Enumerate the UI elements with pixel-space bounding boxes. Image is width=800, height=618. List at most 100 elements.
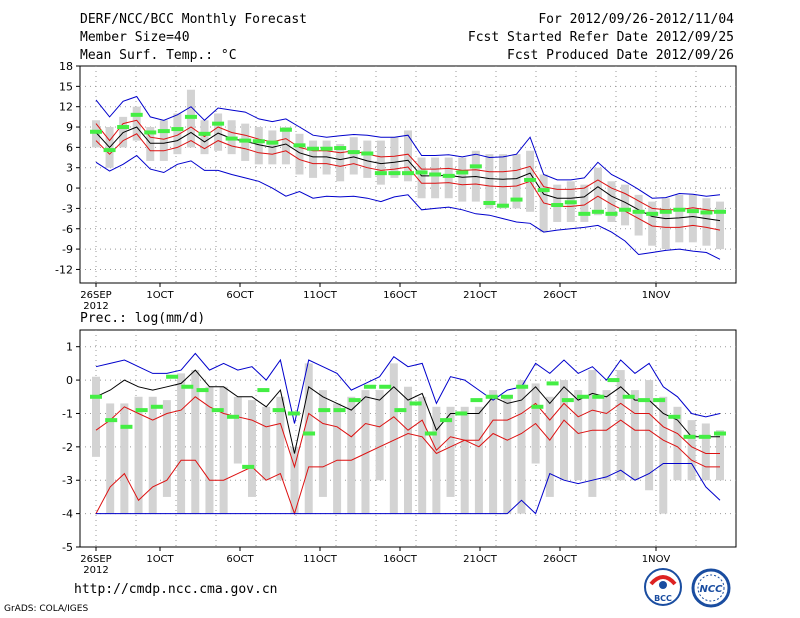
prec-observation-mark bbox=[226, 414, 239, 419]
temp-ensemble-box bbox=[322, 140, 331, 175]
prec-observation-mark bbox=[303, 431, 316, 436]
temp-ensemble-box bbox=[634, 194, 643, 236]
bcc-logo-text: BCC bbox=[654, 594, 672, 603]
prec-ensemble-box bbox=[318, 390, 327, 497]
prec-ensemble-box bbox=[560, 380, 568, 481]
prec-ensemble-box bbox=[574, 390, 583, 481]
temp-observation-mark bbox=[279, 127, 292, 132]
prec-observation-mark bbox=[531, 404, 544, 409]
prec-observation-mark bbox=[120, 424, 133, 429]
prec-ytick-label: -3 bbox=[62, 474, 73, 487]
prec-ensemble-box bbox=[233, 396, 242, 464]
prec-ytick-label: -1 bbox=[62, 407, 73, 420]
footer-url[interactable]: http://cmdp.ncc.cma.gov.cn bbox=[74, 582, 278, 597]
prec-observation-mark bbox=[546, 381, 559, 386]
temp-observation-mark bbox=[184, 114, 197, 119]
prec-ensemble-box bbox=[659, 396, 668, 514]
prec-observation-mark bbox=[607, 378, 620, 383]
prec-ensemble-box bbox=[276, 396, 285, 481]
prec-ensemble-box bbox=[701, 423, 710, 481]
temp-ensemble-box bbox=[146, 127, 155, 161]
prec-observation-mark bbox=[440, 418, 453, 423]
temp-ensemble-box bbox=[621, 184, 630, 226]
prec-ensemble-box bbox=[262, 406, 271, 481]
temp-observation-mark bbox=[496, 203, 509, 208]
temp-observation-mark bbox=[239, 138, 252, 143]
prec-ensemble-box bbox=[630, 390, 639, 481]
temp-ensemble-box bbox=[688, 194, 697, 243]
temp-ensemble-box bbox=[417, 157, 426, 199]
temp-ensemble-box bbox=[661, 198, 670, 250]
prec-ensemble-box bbox=[290, 446, 299, 514]
temp-ensemble-box bbox=[648, 201, 657, 246]
temp-observation-mark bbox=[117, 125, 130, 130]
temp-series-mean bbox=[95, 126, 721, 222]
prec-observation-mark bbox=[272, 408, 285, 413]
prec-observation-mark bbox=[500, 394, 513, 399]
temp-observation-mark bbox=[198, 131, 211, 136]
temp-observation-mark bbox=[442, 173, 455, 178]
temp-ensemble-box bbox=[254, 127, 263, 165]
temp-observation-mark bbox=[171, 127, 184, 132]
temp-ytick-label: 12 bbox=[59, 101, 73, 114]
temp-ytick-label: 0 bbox=[66, 182, 73, 195]
temp-plot-frame bbox=[79, 65, 737, 284]
temp-ensemble-box bbox=[593, 167, 602, 216]
temp-observation-mark bbox=[225, 136, 238, 141]
temp-observation-mark bbox=[483, 200, 496, 205]
prec-observation-mark bbox=[668, 414, 681, 419]
temp-observation-mark bbox=[157, 129, 170, 134]
temp-observation-mark bbox=[524, 177, 537, 182]
temp-ytick-label: -12 bbox=[55, 263, 73, 276]
prec-observation-mark bbox=[257, 388, 270, 393]
temp-observation-mark bbox=[293, 143, 306, 148]
prec-ensemble-box bbox=[347, 396, 356, 514]
prec-year-label: 2012 bbox=[83, 565, 108, 576]
prec-ensemble-box bbox=[92, 376, 100, 457]
prec-ytick-label: 0 bbox=[66, 374, 73, 387]
temp-ensemble-box bbox=[702, 198, 711, 246]
temp-ensemble-box bbox=[281, 127, 290, 165]
temp-observation-mark bbox=[564, 200, 577, 205]
prec-ensemble-box bbox=[517, 380, 526, 514]
temp-observation-mark bbox=[510, 197, 523, 202]
prec-observation-mark bbox=[242, 464, 255, 469]
temp-observation-mark bbox=[700, 210, 713, 215]
prec-ensemble-box bbox=[248, 400, 256, 497]
prec-ensemble-box bbox=[503, 396, 512, 514]
fcst-produced-date: Fcst Produced Date 2012/09/26 bbox=[507, 48, 734, 63]
prec-observation-mark bbox=[561, 398, 574, 403]
temp-observation-mark bbox=[374, 171, 387, 176]
prec-xtick-label: 11OCT bbox=[303, 554, 338, 565]
temp-observation-mark bbox=[605, 211, 618, 216]
prec-observation-mark bbox=[622, 394, 635, 399]
prec-ensemble-box bbox=[205, 386, 214, 514]
temp-year-label: 2012 bbox=[83, 301, 108, 312]
temp-observation-mark bbox=[212, 121, 225, 126]
chart-title: DERF/NCC/BCC Monthly Forecast bbox=[80, 12, 307, 27]
prec-ensemble-box bbox=[716, 430, 724, 481]
temp-observation-mark bbox=[469, 164, 482, 169]
temp-ensemble-box bbox=[349, 137, 358, 175]
temp-ensemble-box bbox=[675, 194, 684, 243]
ncc-logo-text: NCC bbox=[699, 584, 723, 595]
temp-observation-mark bbox=[686, 209, 699, 214]
prec-observation-mark bbox=[409, 401, 422, 406]
temp-ytick-label: 9 bbox=[66, 121, 73, 134]
prec-series-lower bbox=[95, 396, 720, 469]
temp-xtick-label: 11OCT bbox=[303, 290, 338, 301]
precipitation-panel: 1 0 -1 -2 -3 -4 -5 26SEP 1OCT 6OCT 11OCT 16OCT 21OCT… bbox=[62, 311, 737, 576]
prec-observation-mark bbox=[653, 398, 666, 403]
prec-series-lowest bbox=[95, 419, 720, 516]
prec-xtick-label: 26SEP bbox=[80, 554, 111, 565]
temp-ytick-label: 6 bbox=[66, 141, 73, 154]
prec-ensemble-box bbox=[389, 363, 398, 514]
prec-observation-mark bbox=[394, 408, 407, 413]
temp-observation-mark bbox=[632, 209, 645, 214]
prec-ensemble-box bbox=[687, 420, 696, 481]
prec-ensemble-box bbox=[432, 406, 441, 514]
temp-observation-mark bbox=[130, 112, 143, 117]
temp-ensemble-box bbox=[92, 120, 100, 148]
temp-observation-mark bbox=[456, 170, 469, 175]
temp-observation-mark bbox=[714, 209, 726, 214]
